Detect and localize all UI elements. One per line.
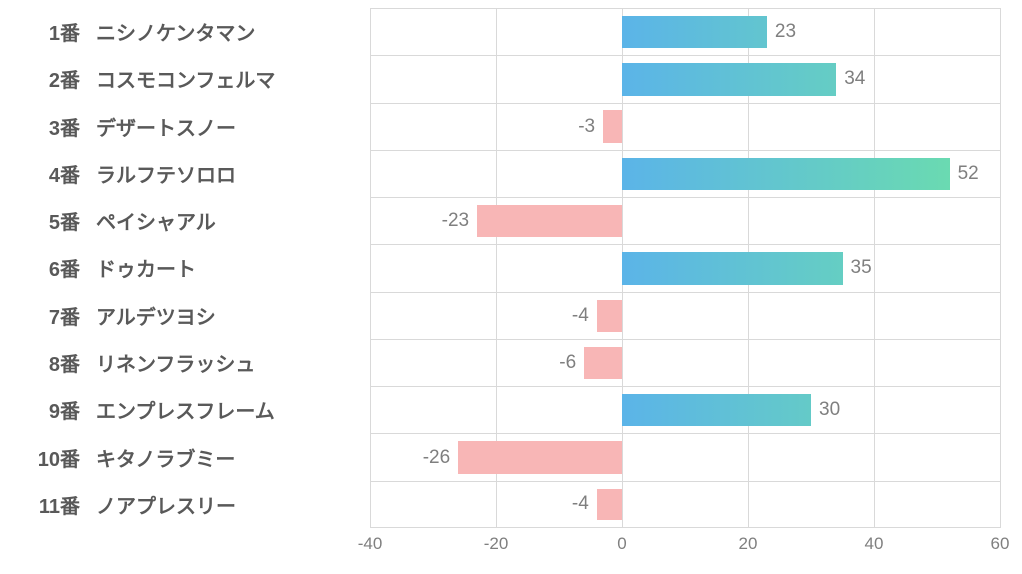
entry-number: 3番 [30, 112, 90, 141]
y-label-row: 7番アルデツヨシ [30, 292, 360, 339]
chart-row: -4 [370, 292, 1000, 339]
x-tick-label: 0 [617, 534, 626, 554]
x-tick-label: 60 [991, 534, 1010, 554]
x-tick-label: -20 [484, 534, 509, 554]
bar-value-label: 34 [844, 68, 865, 90]
entry-number: 5番 [30, 206, 90, 235]
bar-value-label: -26 [423, 447, 450, 469]
entry-number: 10番 [30, 443, 90, 472]
bar-value-label: 23 [775, 21, 796, 43]
entry-name: リネンフラッシュ [90, 348, 360, 377]
entry-name: ラルフテソロロ [90, 159, 360, 188]
bar [622, 252, 843, 284]
entry-name: ペイシャアル [90, 206, 360, 235]
chart-row: -3 [370, 103, 1000, 150]
chart-row: -6 [370, 339, 1000, 386]
bar [603, 110, 622, 142]
y-label-row: 10番キタノラブミー [30, 433, 360, 480]
bar [458, 441, 622, 473]
diverging-bar-chart: 1番ニシノケンタマン2番コスモコンフェルマ3番デザートスノー4番ラルフテソロロ5… [0, 0, 1022, 574]
bar-value-label: 30 [819, 399, 840, 421]
entry-name: エンプレスフレーム [90, 395, 360, 424]
entry-name: コスモコンフェルマ [90, 64, 360, 93]
entry-name: デザートスノー [90, 112, 360, 141]
chart-row: 52 [370, 150, 1000, 197]
chart-row: 23 [370, 8, 1000, 55]
y-label-row: 11番ノアプレスリー [30, 481, 360, 528]
gridline-vertical [1000, 8, 1001, 528]
x-axis: -40-200204060 [370, 530, 1000, 560]
chart-row: -26 [370, 433, 1000, 480]
bar [622, 63, 836, 95]
y-label-row: 1番ニシノケンタマン [30, 8, 360, 55]
y-axis-labels: 1番ニシノケンタマン2番コスモコンフェルマ3番デザートスノー4番ラルフテソロロ5… [30, 8, 360, 528]
bar-value-label: -6 [559, 352, 576, 374]
bar-value-label: -4 [572, 493, 589, 515]
entry-name: キタノラブミー [90, 443, 360, 472]
entry-name: アルデツヨシ [90, 301, 360, 330]
entry-number: 9番 [30, 395, 90, 424]
bar-value-label: 52 [958, 163, 979, 185]
entry-name: ドゥカート [90, 253, 360, 282]
entry-number: 11番 [30, 490, 90, 519]
y-label-row: 3番デザートスノー [30, 103, 360, 150]
entry-number: 4番 [30, 159, 90, 188]
bar [597, 489, 622, 521]
bar [622, 394, 811, 426]
bar [622, 158, 950, 190]
entry-number: 1番 [30, 17, 90, 46]
entry-name: ニシノケンタマン [90, 17, 360, 46]
chart-row: -23 [370, 197, 1000, 244]
bar [597, 300, 622, 332]
bar-value-label: -23 [442, 210, 469, 232]
y-label-row: 5番ペイシャアル [30, 197, 360, 244]
y-label-row: 4番ラルフテソロロ [30, 150, 360, 197]
plot-area: 23 34 -3 52 -23 35 -4 -6 30 -26 -4 [370, 8, 1000, 528]
chart-row: 30 [370, 386, 1000, 433]
entry-number: 7番 [30, 301, 90, 330]
chart-row: 34 [370, 55, 1000, 102]
bar [477, 205, 622, 237]
chart-row: -4 [370, 481, 1000, 528]
x-tick-label: 40 [865, 534, 884, 554]
bar [622, 16, 767, 48]
y-label-row: 6番ドゥカート [30, 244, 360, 291]
bar [584, 347, 622, 379]
bar-value-label: -4 [572, 305, 589, 327]
y-label-row: 8番リネンフラッシュ [30, 339, 360, 386]
bar-value-label: 35 [851, 257, 872, 279]
chart-row: 35 [370, 244, 1000, 291]
entry-number: 2番 [30, 64, 90, 93]
x-tick-label: -40 [358, 534, 383, 554]
entry-number: 8番 [30, 348, 90, 377]
y-label-row: 2番コスモコンフェルマ [30, 55, 360, 102]
x-tick-label: 20 [739, 534, 758, 554]
entry-name: ノアプレスリー [90, 490, 360, 519]
y-label-row: 9番エンプレスフレーム [30, 386, 360, 433]
bar-value-label: -3 [578, 116, 595, 138]
entry-number: 6番 [30, 253, 90, 282]
